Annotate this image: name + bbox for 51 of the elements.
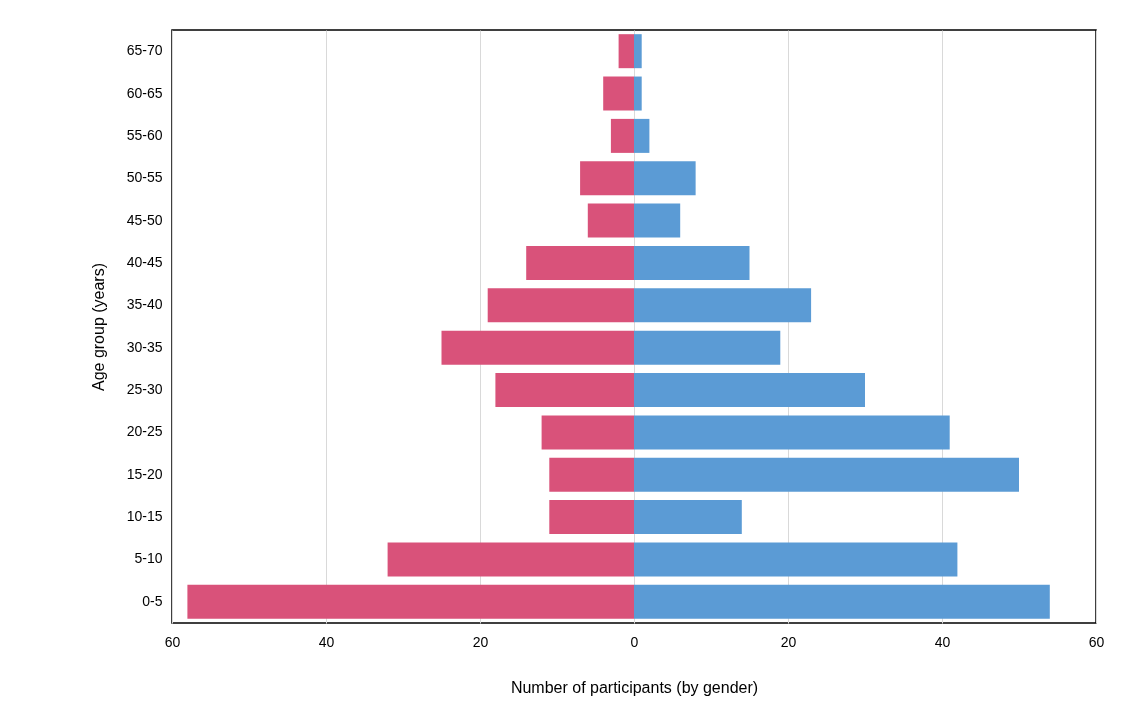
bar [634,118,650,153]
bar [526,245,634,280]
bar [634,500,742,535]
bar [387,542,634,577]
bar [580,161,634,196]
bar [634,542,958,577]
bar [634,415,950,450]
y-tick-label: 20-25 [126,423,163,440]
bar [634,457,1019,492]
x-tick-label: 40 [934,633,951,650]
y-axis-title: Age group (years) [89,262,107,392]
y-tick-label: 35-40 [126,296,163,313]
bar [634,288,812,323]
bar [495,373,634,408]
bar [610,118,634,153]
bar [634,76,642,111]
bar [441,330,634,365]
x-tick-label: 20 [472,633,489,650]
x-tick-label: 60 [1088,633,1105,650]
y-tick-label: 0-5 [142,592,163,609]
y-tick-label: 60-65 [126,84,163,101]
bar [549,500,634,535]
bar [634,330,781,365]
bar [634,203,681,238]
x-tick-label: 20 [780,633,797,650]
bar [634,161,696,196]
bar [634,373,865,408]
y-tick-label: 30-35 [126,338,163,355]
y-tick-label: 5-10 [134,550,163,567]
bar [618,34,634,69]
bar [634,245,750,280]
y-tick-label: 65-70 [126,42,163,59]
x-tick-label: 40 [318,633,335,650]
bar [587,203,634,238]
bar [549,457,634,492]
x-axis-title: Number of participants (by gender) [510,678,759,696]
y-tick-label: 55-60 [126,126,163,143]
y-tick-label: 45-50 [126,211,163,228]
y-tick-label: 10-15 [126,508,163,525]
bar [634,584,1050,619]
bar [487,288,634,323]
y-tick-label: 15-20 [126,465,163,482]
y-tick-label: 40-45 [126,253,163,270]
bar [187,584,634,619]
y-tick-label: 50-55 [126,169,163,186]
x-tick-label: 60 [164,633,181,650]
x-tick-label: 0 [630,633,639,650]
y-tick-label: 25-30 [126,381,163,398]
bar [634,34,642,69]
bar [541,415,634,450]
bar [603,76,634,111]
